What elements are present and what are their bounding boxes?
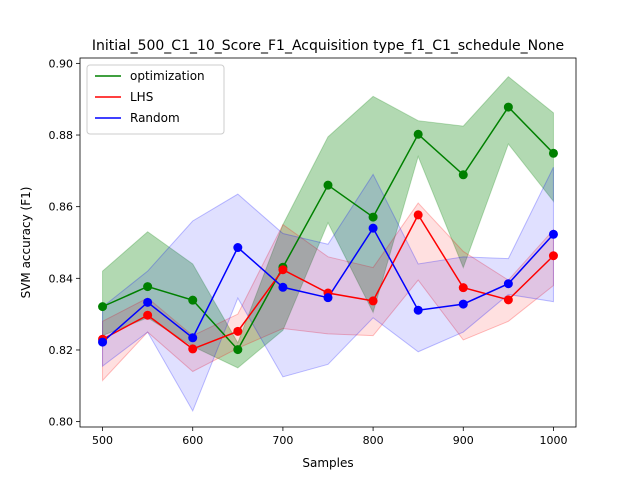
random-point — [323, 293, 333, 303]
optimization-point — [548, 148, 558, 158]
y-axis-ticks: 0.80 0.82 0.84 0.86 0.88 0.90 — [49, 57, 80, 429]
random-point — [233, 243, 243, 253]
optimization-point — [233, 345, 243, 355]
lhs-point — [368, 296, 378, 306]
optimization-point — [413, 129, 423, 139]
legend-label-random: Random — [130, 111, 180, 125]
optimization-point — [188, 295, 198, 305]
lhs-point — [188, 344, 198, 354]
lhs-point — [233, 326, 243, 336]
y-tick-label: 0.82 — [49, 344, 74, 357]
legend: optimization LHS Random — [86, 64, 225, 135]
y-tick-label: 0.90 — [49, 57, 74, 70]
series-points — [98, 102, 558, 355]
random-point — [143, 297, 153, 307]
x-tick-label: 500 — [92, 434, 113, 447]
random-point — [368, 223, 378, 233]
random-point — [548, 229, 558, 239]
random-point — [98, 337, 108, 347]
axes-frame — [79, 57, 577, 428]
x-axis-ticks: 500 600 700 800 900 1000 — [92, 427, 567, 447]
legend-label-optimization: optimization — [130, 69, 205, 83]
lhs-point — [413, 210, 423, 220]
optimization-point — [143, 282, 153, 292]
chart-title: Initial_500_C1_10_Score_F1_Acquisition t… — [92, 38, 564, 54]
y-tick-label: 0.80 — [49, 416, 74, 429]
lhs-point — [458, 283, 468, 293]
lhs-point — [143, 310, 153, 320]
x-tick-label: 600 — [182, 434, 203, 447]
legend-label-lhs: LHS — [130, 90, 153, 104]
random-point — [413, 305, 423, 315]
random-point — [188, 333, 198, 343]
y-axis-label: SVM accuracy (F1) — [19, 187, 33, 299]
lhs-point — [548, 251, 558, 261]
optimization-point — [323, 180, 333, 190]
legend-box — [86, 64, 225, 135]
random-point — [278, 282, 288, 292]
random-point — [458, 299, 468, 309]
optimization-point — [503, 102, 513, 112]
y-tick-label: 0.88 — [49, 129, 74, 142]
optimization-band — [102, 75, 554, 369]
optimization-point — [458, 170, 468, 180]
x-axis-label: Samples — [302, 456, 353, 470]
lhs-point — [278, 265, 288, 275]
x-tick-label: 700 — [272, 434, 293, 447]
optimization-point — [368, 212, 378, 222]
random-point — [503, 279, 513, 289]
lhs-point — [503, 295, 513, 305]
x-tick-label: 900 — [453, 434, 474, 447]
y-tick-label: 0.86 — [49, 201, 74, 214]
x-tick-label: 800 — [363, 434, 384, 447]
x-tick-label: 1000 — [539, 434, 567, 447]
y-tick-label: 0.84 — [49, 272, 74, 285]
optimization-point — [98, 302, 108, 312]
